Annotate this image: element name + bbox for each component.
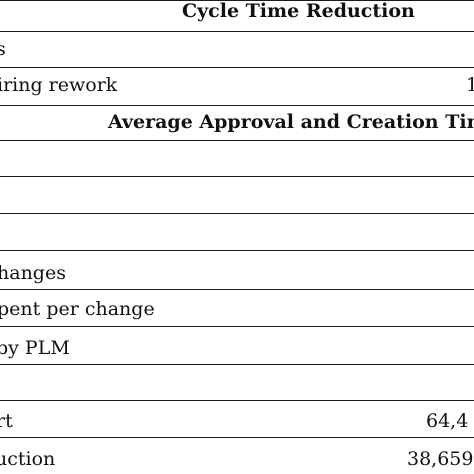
- row-value: 1: [466, 74, 474, 96]
- row-value: 38,659: [407, 448, 474, 470]
- row-label: by PLM: [0, 337, 70, 359]
- table-top-rule: [0, 0, 474, 1]
- table-rule: [0, 140, 474, 141]
- table-rule: [0, 213, 474, 214]
- table-rule: [0, 364, 474, 365]
- table-rule: [0, 31, 474, 32]
- row-label: iring rework: [0, 74, 118, 96]
- row-label: hanges: [0, 262, 66, 284]
- table-rule: [0, 67, 474, 68]
- row-label: rt: [0, 410, 13, 432]
- table-rule: [0, 105, 474, 106]
- row-value: 64,4: [426, 410, 469, 432]
- table-rule: [0, 289, 474, 290]
- table-rule: [0, 176, 474, 177]
- table-rule: [0, 250, 474, 251]
- row-label: pent per change: [0, 298, 155, 320]
- section-header-approval-time: Average Approval and Creation Time: [108, 111, 474, 133]
- table-rule: [0, 437, 474, 438]
- table-rule: [0, 326, 474, 327]
- section-header-cycle-time: Cycle Time Reduction: [182, 0, 415, 22]
- row-label: s: [0, 38, 6, 60]
- row-label: uction: [0, 448, 56, 470]
- table-rule: [0, 400, 474, 401]
